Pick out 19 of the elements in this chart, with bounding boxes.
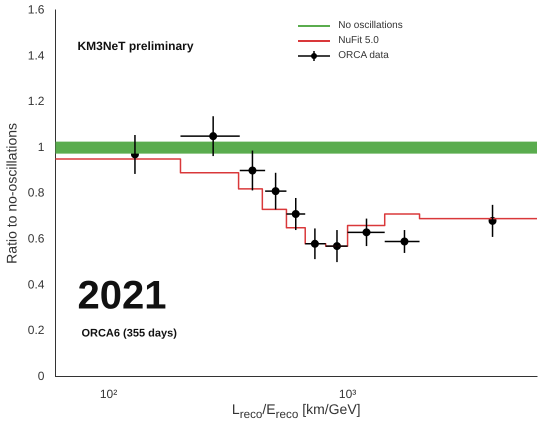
y-tick-label: 0.8 <box>28 186 45 200</box>
y-tick-label: 1.2 <box>28 94 45 108</box>
y-tick-label: 0.4 <box>28 277 45 292</box>
annotation: ORCA6 (355 days) <box>81 328 178 340</box>
y-tick-label: 0.6 <box>28 232 45 246</box>
x-tick-label: 10³ <box>338 387 356 402</box>
legend-label: NuFit 5.0 <box>338 35 379 46</box>
y-tick-label: 0.2 <box>28 323 45 338</box>
y-tick-label: 0 <box>38 368 45 383</box>
y-tick-label: 1.4 <box>28 48 45 62</box>
legend-label: ORCA data <box>338 50 389 62</box>
annotation: KM3NeT preliminary <box>77 39 194 54</box>
legend-label: No oscillations <box>338 20 403 32</box>
y-tick-label: 1.6 <box>28 2 45 17</box>
annotation: 2021 <box>77 274 166 318</box>
y-axis-title: Ratio to no-oscillations <box>3 122 20 264</box>
y-tick-label: 1 <box>38 140 45 154</box>
x-axis-title: L$_{reco}$/E$_{reco}$ [km/GeV] <box>230 400 362 420</box>
x-tick-label: 10² <box>100 387 118 402</box>
